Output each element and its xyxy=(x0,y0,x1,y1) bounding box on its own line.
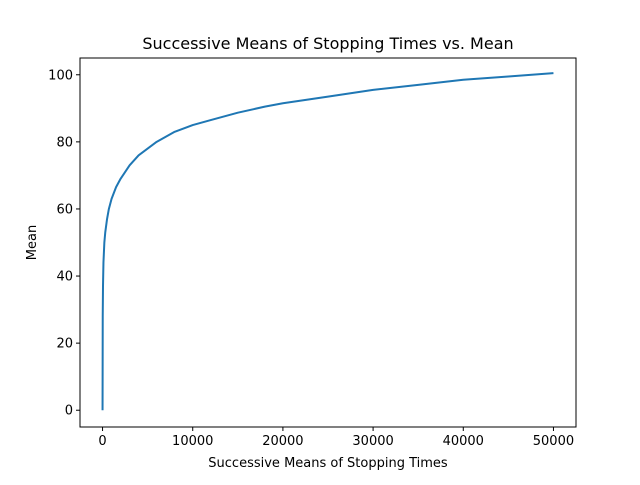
y-axis-label: Mean xyxy=(25,225,40,260)
y-axis: 0 20 40 60 80 100 xyxy=(48,68,80,419)
x-axis-label: Successive Means of Stopping Times xyxy=(208,456,448,471)
x-tick-label: 50000 xyxy=(533,434,574,449)
y-tick-label: 80 xyxy=(56,135,73,150)
x-tick-label: 40000 xyxy=(443,434,484,449)
axes-frame xyxy=(79,57,577,428)
chart-title: Successive Means of Stopping Times vs. M… xyxy=(142,34,513,53)
x-tick-label: 10000 xyxy=(172,434,213,449)
y-tick-label: 100 xyxy=(48,68,73,83)
x-tick-label: 20000 xyxy=(262,434,303,449)
x-tick-label: 30000 xyxy=(352,434,393,449)
y-tick-label: 40 xyxy=(56,270,73,285)
x-tick-label: 0 xyxy=(98,434,106,449)
series-line-0 xyxy=(101,72,554,411)
plot-area xyxy=(101,72,554,411)
y-tick-label: 0 xyxy=(65,404,73,419)
y-tick-label: 60 xyxy=(56,202,73,217)
y-tick-label: 20 xyxy=(56,337,73,352)
x-axis: 0 10000 20000 30000 40000 50000 xyxy=(98,427,574,449)
